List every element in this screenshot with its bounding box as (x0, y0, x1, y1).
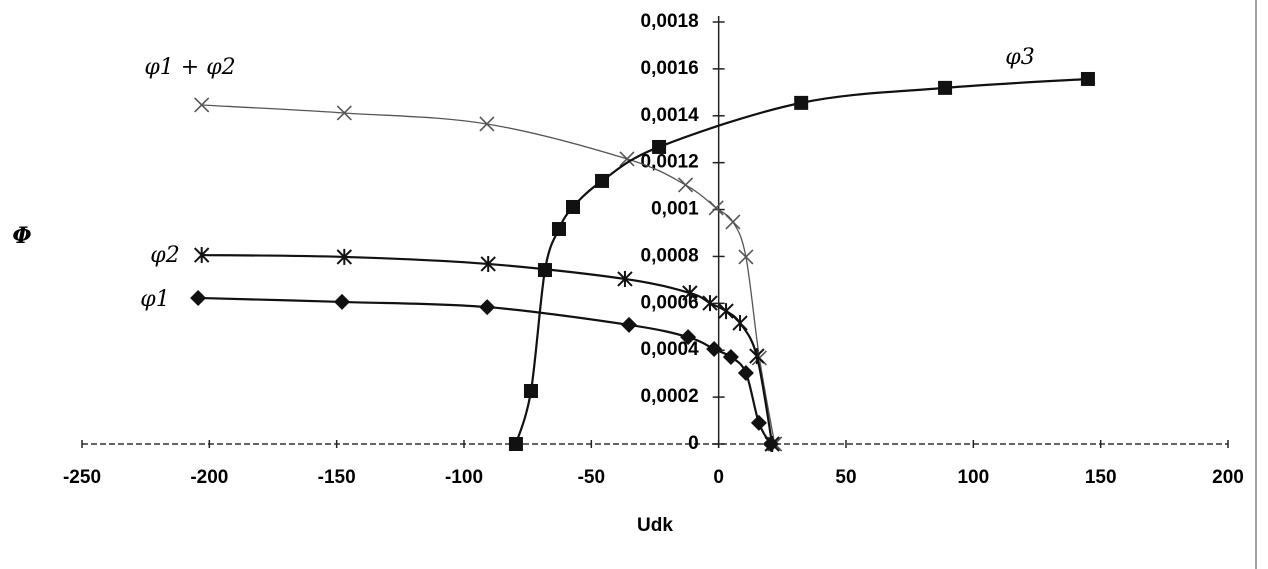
marker (718, 303, 734, 320)
y-axis-label: Φ (12, 223, 31, 249)
marker (725, 214, 741, 230)
x-tick-label: 100 (957, 467, 989, 488)
marker (938, 80, 953, 95)
marker (749, 348, 765, 365)
x-tick-label: -200 (190, 467, 228, 488)
x-axis-label: Udk (637, 515, 673, 536)
marker (508, 437, 523, 451)
x-tick-label: -250 (63, 467, 101, 488)
marker (652, 139, 667, 154)
marker (794, 95, 809, 110)
series-label: φ1 + φ2 (144, 55, 235, 80)
marker (750, 414, 767, 431)
y-tick-label: 0,001 (651, 199, 699, 220)
marker (702, 295, 718, 312)
x-tick-label: 150 (1085, 467, 1117, 488)
x-tick-label: -50 (578, 467, 605, 488)
marker (682, 285, 698, 302)
y-tick-label: 0,0002 (641, 386, 699, 407)
marker (190, 289, 207, 306)
x-tick-label: 50 (835, 467, 856, 488)
marker (762, 436, 779, 452)
marker (1080, 71, 1095, 86)
y-tick-label: 0,0016 (641, 58, 699, 79)
marker (551, 222, 566, 237)
x-tick-label: 200 (1212, 467, 1244, 488)
marker (537, 263, 552, 278)
y-tick-label: 0,0004 (641, 339, 700, 360)
series-label: φ2 (150, 243, 179, 268)
marker (722, 349, 739, 366)
marker (706, 341, 723, 358)
y-tick-label: 0,0018 (641, 11, 699, 32)
y-tick-label: 0,0008 (641, 245, 699, 266)
series-label: φ1 (140, 287, 169, 312)
marker (677, 177, 694, 193)
marker (621, 316, 638, 333)
marker (334, 293, 351, 310)
marker (595, 173, 610, 188)
marker (193, 247, 210, 264)
marker (680, 329, 697, 346)
marker (737, 364, 754, 381)
marker (336, 248, 353, 265)
marker (523, 384, 538, 399)
marker (479, 116, 495, 132)
marker (480, 255, 496, 272)
marker (617, 270, 633, 287)
marker (732, 315, 748, 332)
marker (565, 199, 580, 214)
x-tick-label: 0 (713, 467, 724, 488)
marker (479, 299, 496, 316)
marker (619, 151, 635, 167)
marker (194, 97, 210, 113)
marker (336, 105, 352, 121)
series-label: φ3 (1005, 45, 1034, 70)
y-tick-label: 0,0012 (641, 152, 699, 173)
y-tick-label: 0 (688, 433, 699, 454)
marker (738, 249, 754, 265)
x-tick-label: -150 (318, 467, 356, 488)
y-tick-label: 0,0014 (641, 105, 700, 126)
marker (708, 200, 724, 216)
x-tick-label: -100 (445, 467, 483, 488)
